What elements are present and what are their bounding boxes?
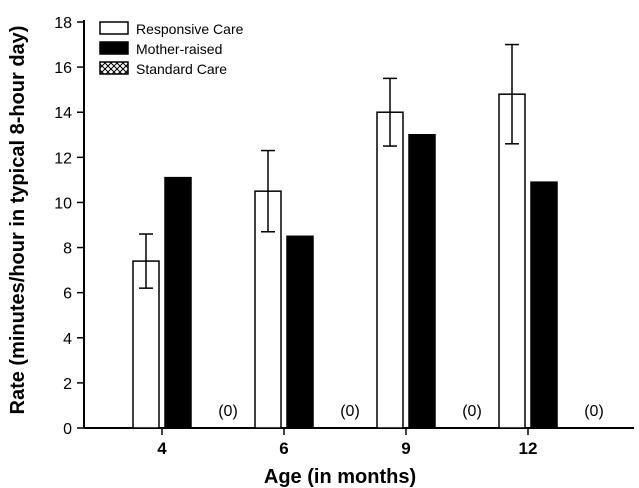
zero-value-label: (0) — [584, 403, 604, 420]
y-tick-label: 12 — [54, 150, 72, 167]
y-tick-label: 8 — [63, 241, 72, 258]
y-tick-label: 0 — [63, 421, 72, 438]
x-tick-label: 9 — [401, 439, 410, 458]
y-ticks: 0 2 4 6 8 10 12 14 16 18 — [54, 15, 84, 438]
y-tick-label: 10 — [54, 195, 72, 212]
legend-swatch — [99, 61, 129, 75]
x-tick-label: 4 — [157, 439, 167, 458]
zero-value-label: (0) — [462, 403, 482, 420]
bar-responsive-care — [498, 93, 526, 429]
y-axis-label: Rate (minutes/hour in typical 8-hour day… — [7, 26, 29, 415]
legend-label: Mother-raised — [136, 41, 222, 57]
zero-value-label: (0) — [218, 403, 238, 420]
bar-responsive-care — [132, 260, 160, 429]
y-tick-label: 18 — [54, 15, 72, 32]
x-tick-label: 12 — [519, 439, 538, 458]
y-tick-label: 4 — [63, 331, 72, 348]
x-ticks: 4 6 9 12 — [157, 428, 537, 458]
x-axis-label: Age (in months) — [264, 466, 416, 488]
x-tick-label: 6 — [279, 439, 288, 458]
zero-value-label: (0) — [340, 403, 360, 420]
bar-mother-raised — [408, 134, 436, 429]
legend-label: Responsive Care — [136, 21, 244, 37]
legend-label: Standard Care — [136, 61, 227, 77]
zero-labels: (0) (0) (0) (0) — [218, 403, 604, 420]
bar-mother-raised — [164, 176, 192, 429]
bars — [132, 93, 558, 429]
bar-mother-raised — [530, 181, 558, 429]
error-bars — [139, 43, 519, 289]
y-tick-label: 2 — [63, 376, 72, 393]
y-tick-label: 14 — [54, 105, 72, 122]
legend-swatch — [99, 41, 129, 55]
y-tick-label: 6 — [63, 286, 72, 303]
bar-responsive-care — [376, 111, 404, 429]
legend: Responsive Care Mother-raised Standard Car… — [99, 21, 244, 77]
y-tick-label: 16 — [54, 60, 72, 77]
legend-swatch — [99, 21, 129, 35]
bar-mother-raised — [286, 235, 314, 429]
